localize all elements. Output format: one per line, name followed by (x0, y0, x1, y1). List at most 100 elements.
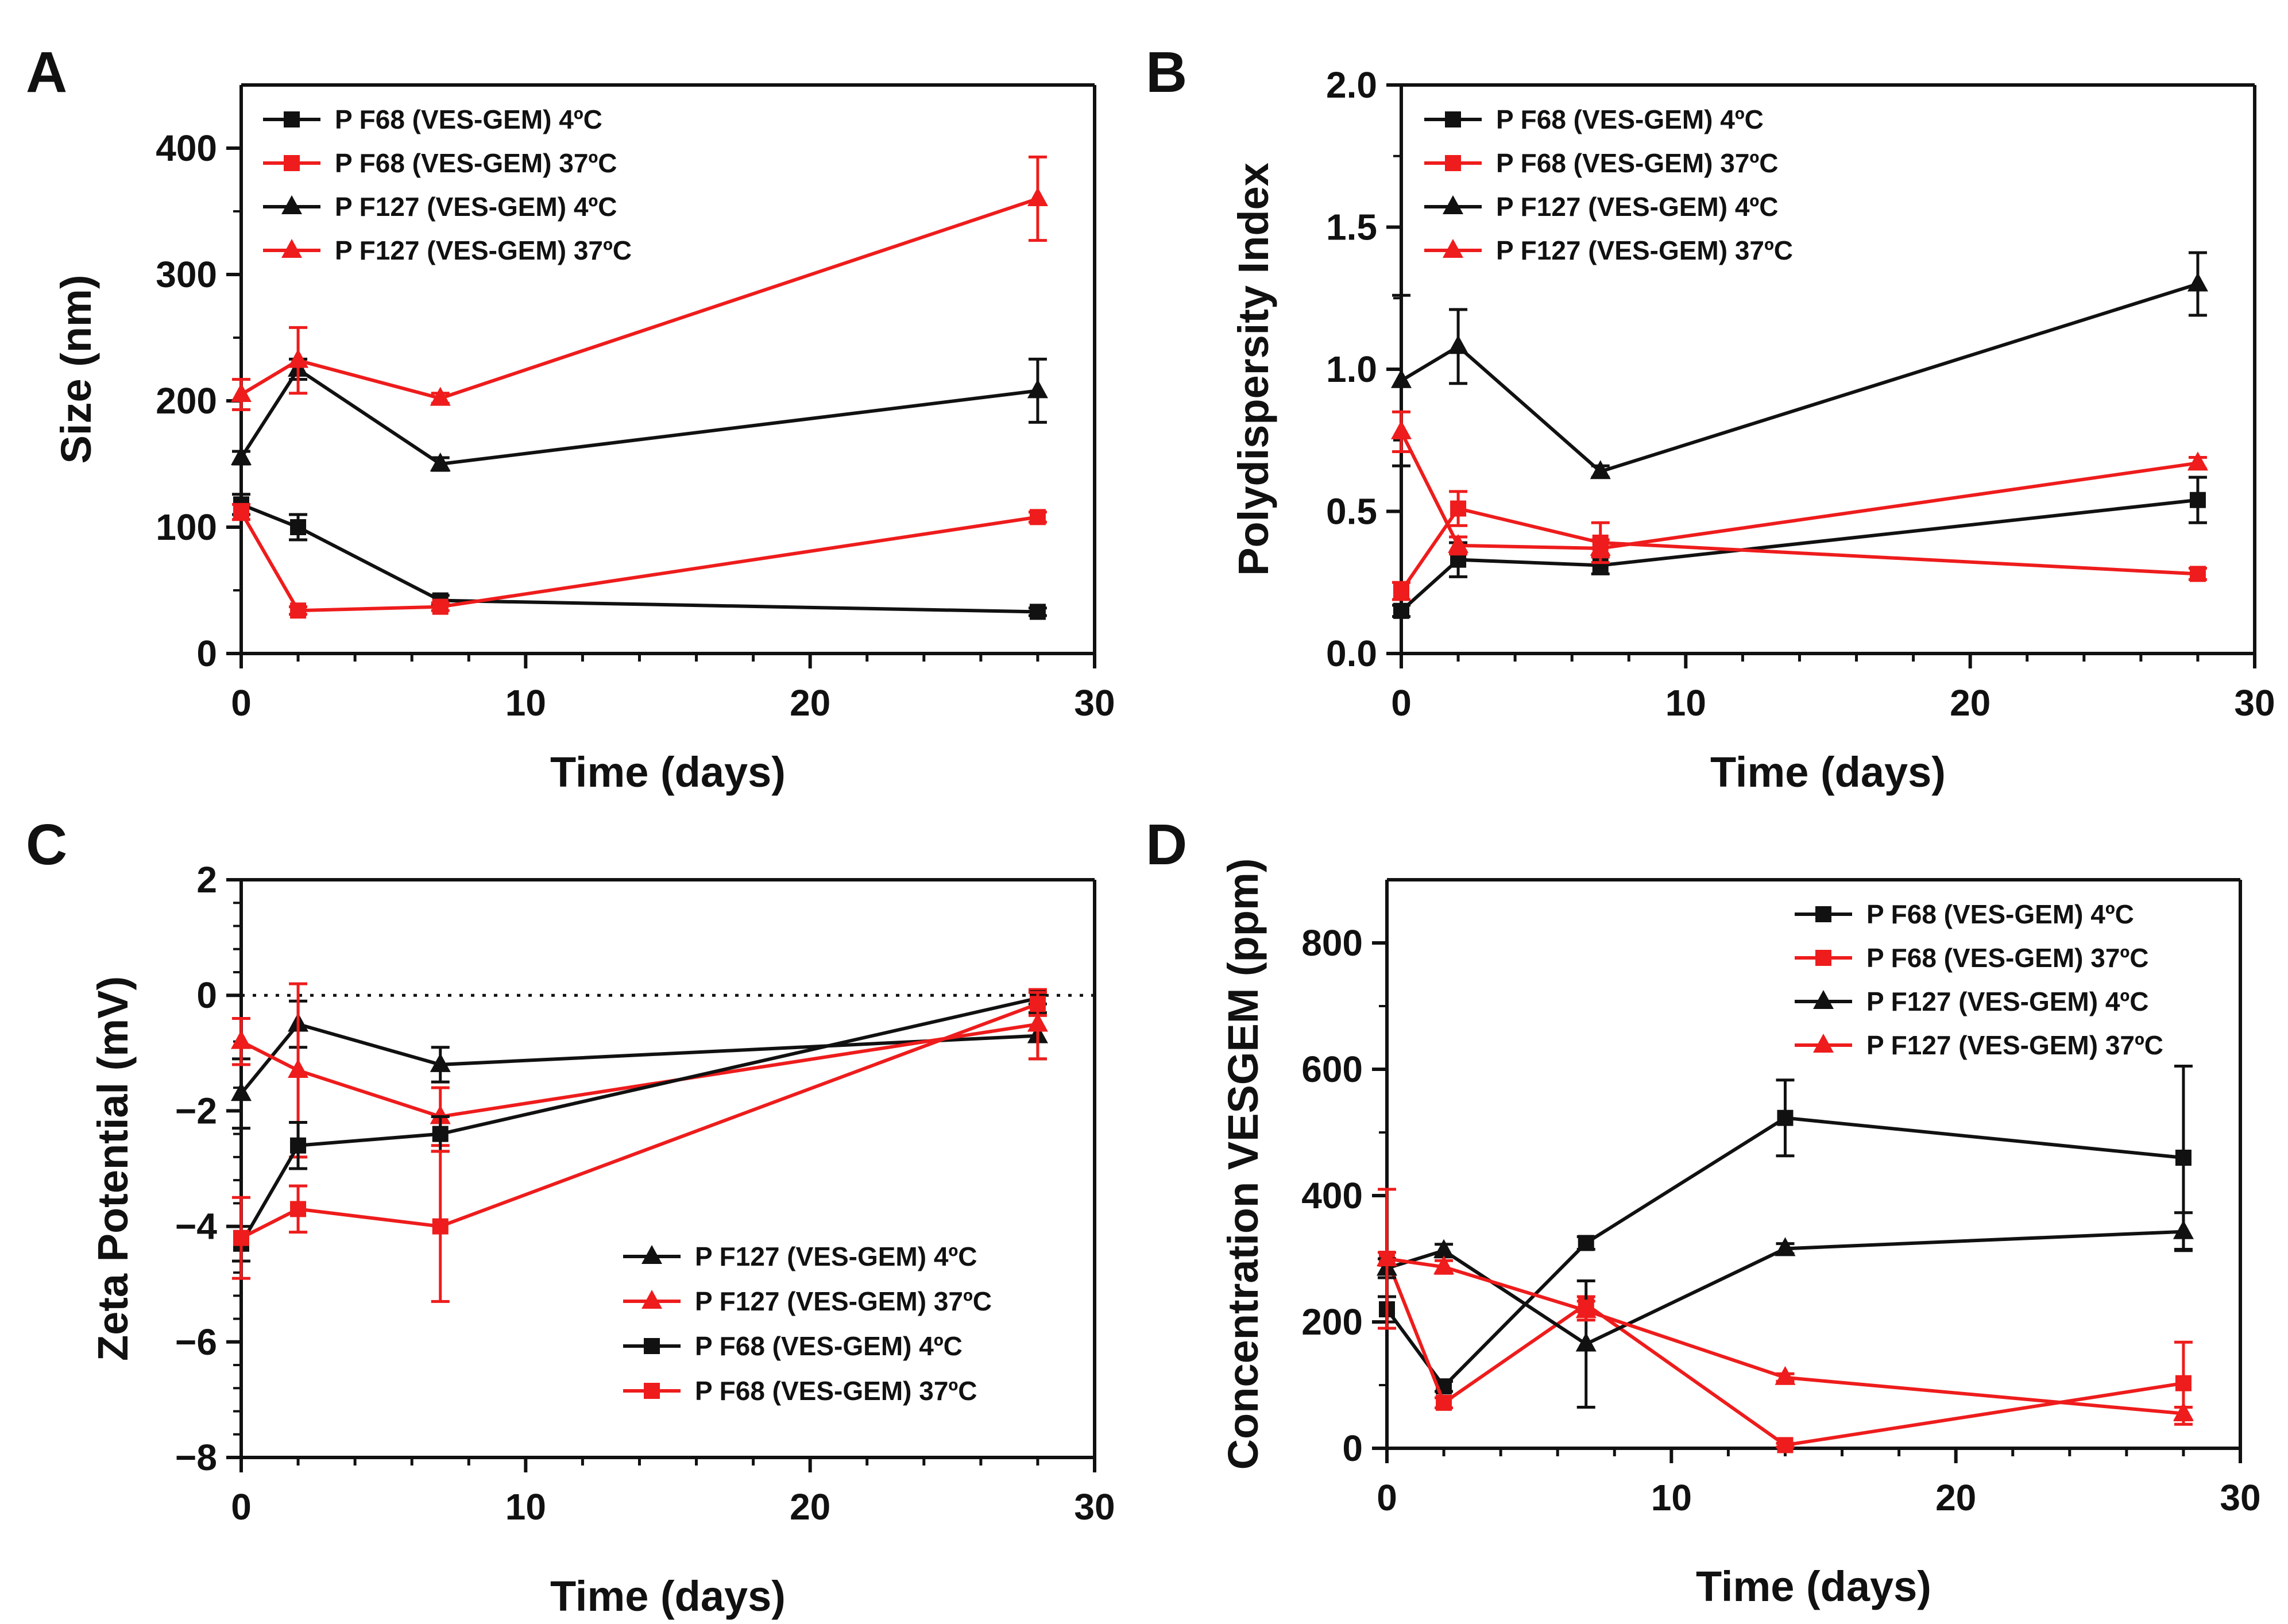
data-point (2189, 492, 2206, 508)
series-0 (231, 999, 1048, 1130)
legend-label: P F127 (VES-GEM) 37ºC (1866, 1030, 2163, 1060)
series-3 (232, 991, 1047, 1303)
legend-marker (1445, 155, 1461, 171)
data-point (430, 1053, 451, 1072)
legend-label: P F127 (VES-GEM) 4ºC (335, 192, 617, 222)
data-point (1027, 187, 1048, 206)
panel-letter: D (1146, 813, 1187, 877)
legend-label: P F68 (VES-GEM) 37ºC (335, 148, 617, 178)
legend-label: P F127 (VES-GEM) 4ºC (695, 1242, 977, 1271)
data-point (1029, 996, 1046, 1012)
y-tick-label: 0 (1342, 1428, 1363, 1469)
data-point (233, 504, 249, 520)
legend-label: P F68 (VES-GEM) 4ºC (1496, 105, 1764, 134)
x-tick-label: 10 (1651, 1477, 1692, 1518)
x-tick-label: 20 (1950, 682, 1991, 724)
x-tick-label: 10 (505, 682, 546, 724)
y-tick-label: 600 (1301, 1049, 1363, 1090)
legend-marker (281, 239, 302, 258)
y-tick-label: −4 (175, 1206, 217, 1247)
data-point (2175, 1375, 2192, 1391)
legend-label: P F68 (VES-GEM) 37ºC (695, 1376, 977, 1406)
data-point (1775, 1237, 1796, 1256)
x-tick-label: 0 (1391, 682, 1412, 724)
panel-letter: B (1146, 40, 1187, 105)
data-point (231, 446, 252, 465)
data-point (432, 1126, 449, 1142)
legend-label: P F68 (VES-GEM) 4ºC (695, 1331, 963, 1361)
data-point (1777, 1437, 1794, 1453)
series-line (240, 1022, 1038, 1119)
legend: P F68 (VES-GEM) 4ºC P F68 (VES-GEM) 37ºC P… (1424, 105, 1793, 265)
data-point (432, 1218, 449, 1235)
data-point (1575, 1299, 1597, 1318)
x-axis-title: Time (days) (550, 748, 786, 796)
legend-marker (1443, 239, 1463, 258)
panel-c: C 0 10 20 30 −8 −6 −4 −2 0 2 Time (days) Zeta Potent… (26, 813, 1115, 1620)
panel-letter: C (26, 813, 67, 877)
legend-label: P F68 (VES-GEM) 37ºC (1866, 943, 2148, 973)
legend-marker (1445, 111, 1461, 127)
x-tick-label: 30 (2234, 682, 2275, 724)
legend-marker (1813, 1034, 1834, 1053)
y-tick-label: 0.5 (1326, 491, 1377, 532)
legend-marker (284, 111, 300, 127)
series-3 (231, 155, 1048, 411)
x-tick-label: 0 (231, 1486, 252, 1528)
data-point (1027, 1012, 1048, 1032)
legend-marker (1443, 195, 1463, 214)
data-point (231, 383, 252, 402)
x-tick-label: 0 (231, 682, 252, 724)
data-point (2187, 451, 2208, 471)
series-line (239, 511, 1038, 613)
x-tick-label: 30 (1074, 682, 1115, 724)
legend-label: P F68 (VES-GEM) 37ºC (1496, 148, 1778, 178)
y-tick-label: 100 (156, 506, 217, 548)
series-3 (1391, 410, 2208, 559)
legend-marker (644, 1383, 660, 1399)
y-axis-title: Zeta Potential (mV) (89, 976, 137, 1361)
data-point (290, 602, 307, 619)
series-3 (1377, 1188, 2194, 1421)
series-2 (232, 990, 1047, 1263)
series-line (1386, 1257, 2184, 1416)
y-axis-title: Polydispersity Index (1230, 163, 1277, 576)
data-point (288, 349, 309, 368)
series-line (1400, 431, 2198, 550)
data-point (430, 453, 451, 471)
y-tick-label: 300 (156, 254, 217, 295)
data-point (231, 1030, 252, 1049)
y-axis-title: Concentration VESGEM (ppm) (1219, 859, 1267, 1470)
series-line (240, 502, 1038, 614)
legend-marker (644, 1338, 660, 1354)
data-point (2173, 1220, 2194, 1239)
y-axis-title: Size (nm) (52, 275, 100, 464)
y-tick-label: 400 (156, 127, 217, 169)
legend-label: P F127 (VES-GEM) 37ºC (335, 235, 632, 265)
x-tick-label: 10 (1665, 682, 1706, 724)
x-tick-label: 20 (790, 682, 830, 724)
data-point (2189, 566, 2206, 582)
legend-label: P F127 (VES-GEM) 4ºC (1496, 192, 1778, 222)
x-axis-title: Time (days) (1696, 1563, 1931, 1610)
panel-d: D 0 10 20 30 0 200 400 600 800 Time (days) Concentr… (1146, 813, 2261, 1610)
series-1 (232, 502, 1047, 619)
legend-label: P F127 (VES-GEM) 37ºC (695, 1286, 992, 1316)
legend: P F127 (VES-GEM) 4ºC P F127 (VES-GEM) 37º… (623, 1242, 992, 1406)
data-point (290, 1137, 307, 1154)
x-tick-label: 30 (2220, 1477, 2260, 1518)
y-tick-label: 2.0 (1326, 64, 1377, 106)
data-point (1391, 420, 1412, 439)
data-point (1777, 1109, 1794, 1126)
legend-label: P F68 (VES-GEM) 4ºC (1866, 899, 2134, 929)
series-line (240, 197, 1038, 400)
data-point (432, 598, 449, 615)
data-point (1029, 509, 1046, 525)
series-0 (1378, 1065, 2193, 1395)
panel-b: B 0 10 20 30 0.0 0.5 1.0 1.5 2.0 Time (days) Polydi… (1146, 40, 2275, 796)
x-tick-label: 0 (1377, 1477, 1397, 1518)
x-tick-label: 20 (790, 1486, 830, 1528)
legend: P F68 (VES-GEM) 4ºC P F68 (VES-GEM) 37ºC P… (263, 105, 632, 265)
series-line (1400, 282, 2198, 474)
